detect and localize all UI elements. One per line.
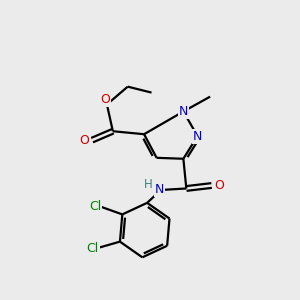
Text: O: O <box>214 179 224 192</box>
Text: N: N <box>155 184 164 196</box>
Text: Cl: Cl <box>89 200 101 213</box>
Text: N: N <box>193 130 202 142</box>
Text: N: N <box>179 105 188 118</box>
Text: Cl: Cl <box>86 242 99 255</box>
Text: O: O <box>80 134 90 147</box>
Text: O: O <box>100 93 110 106</box>
Text: H: H <box>144 178 153 191</box>
